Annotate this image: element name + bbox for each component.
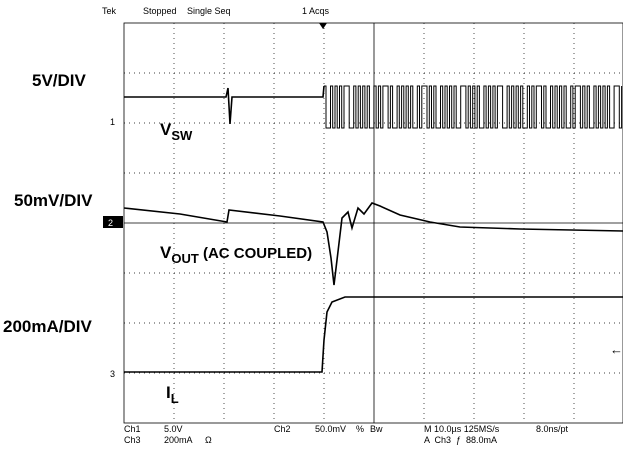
vout-trace bbox=[124, 203, 623, 285]
acquisitions: 1 Acqs bbox=[302, 6, 330, 16]
footer-text: 5.0V bbox=[164, 424, 183, 434]
trace-label: VOUT (AC COUPLED) bbox=[160, 243, 312, 266]
scope-screen: Tek Stopped Single Seq 1 Acqs 5V/DIV 50m… bbox=[0, 0, 623, 451]
trace-label: IL bbox=[166, 383, 179, 406]
scale-label: 200mA/DIV bbox=[3, 317, 92, 336]
channel-marker: 1 bbox=[110, 117, 115, 127]
footer-text: Ch3 bbox=[124, 435, 141, 445]
brand: Tek bbox=[102, 6, 117, 16]
footer-text: % bbox=[356, 424, 364, 434]
footer-text: 8.0ns/pt bbox=[536, 424, 569, 434]
scale-label: 50mV/DIV bbox=[14, 191, 93, 210]
trigger-marker bbox=[319, 23, 327, 29]
scale-label: 5V/DIV bbox=[32, 71, 87, 90]
state: Stopped bbox=[143, 6, 177, 16]
footer-text: Ω bbox=[205, 435, 212, 445]
footer-text: Ch2 bbox=[274, 424, 291, 434]
channel-marker: 2 bbox=[108, 218, 113, 228]
vsw-switching bbox=[324, 86, 622, 128]
offscreen-arrow: ← bbox=[610, 342, 623, 357]
footer-text: Bw bbox=[370, 424, 383, 434]
channel-marker: 3 bbox=[110, 369, 115, 379]
mode: Single Seq bbox=[187, 6, 231, 16]
vsw-switching-path bbox=[324, 86, 622, 128]
footer-text: Ch1 bbox=[124, 424, 141, 434]
footer-text: M 10.0µs 125MS/s bbox=[424, 424, 500, 434]
footer-text: A Ch3 ƒ 88.0mA bbox=[424, 435, 497, 445]
page: {"header": {"brand": "Tek", "state": "St… bbox=[0, 0, 623, 451]
trace-label: VSW bbox=[160, 120, 193, 143]
footer-text: 50.0mV bbox=[315, 424, 346, 434]
footer-text: 200mA bbox=[164, 435, 193, 445]
il-trace bbox=[124, 297, 623, 372]
